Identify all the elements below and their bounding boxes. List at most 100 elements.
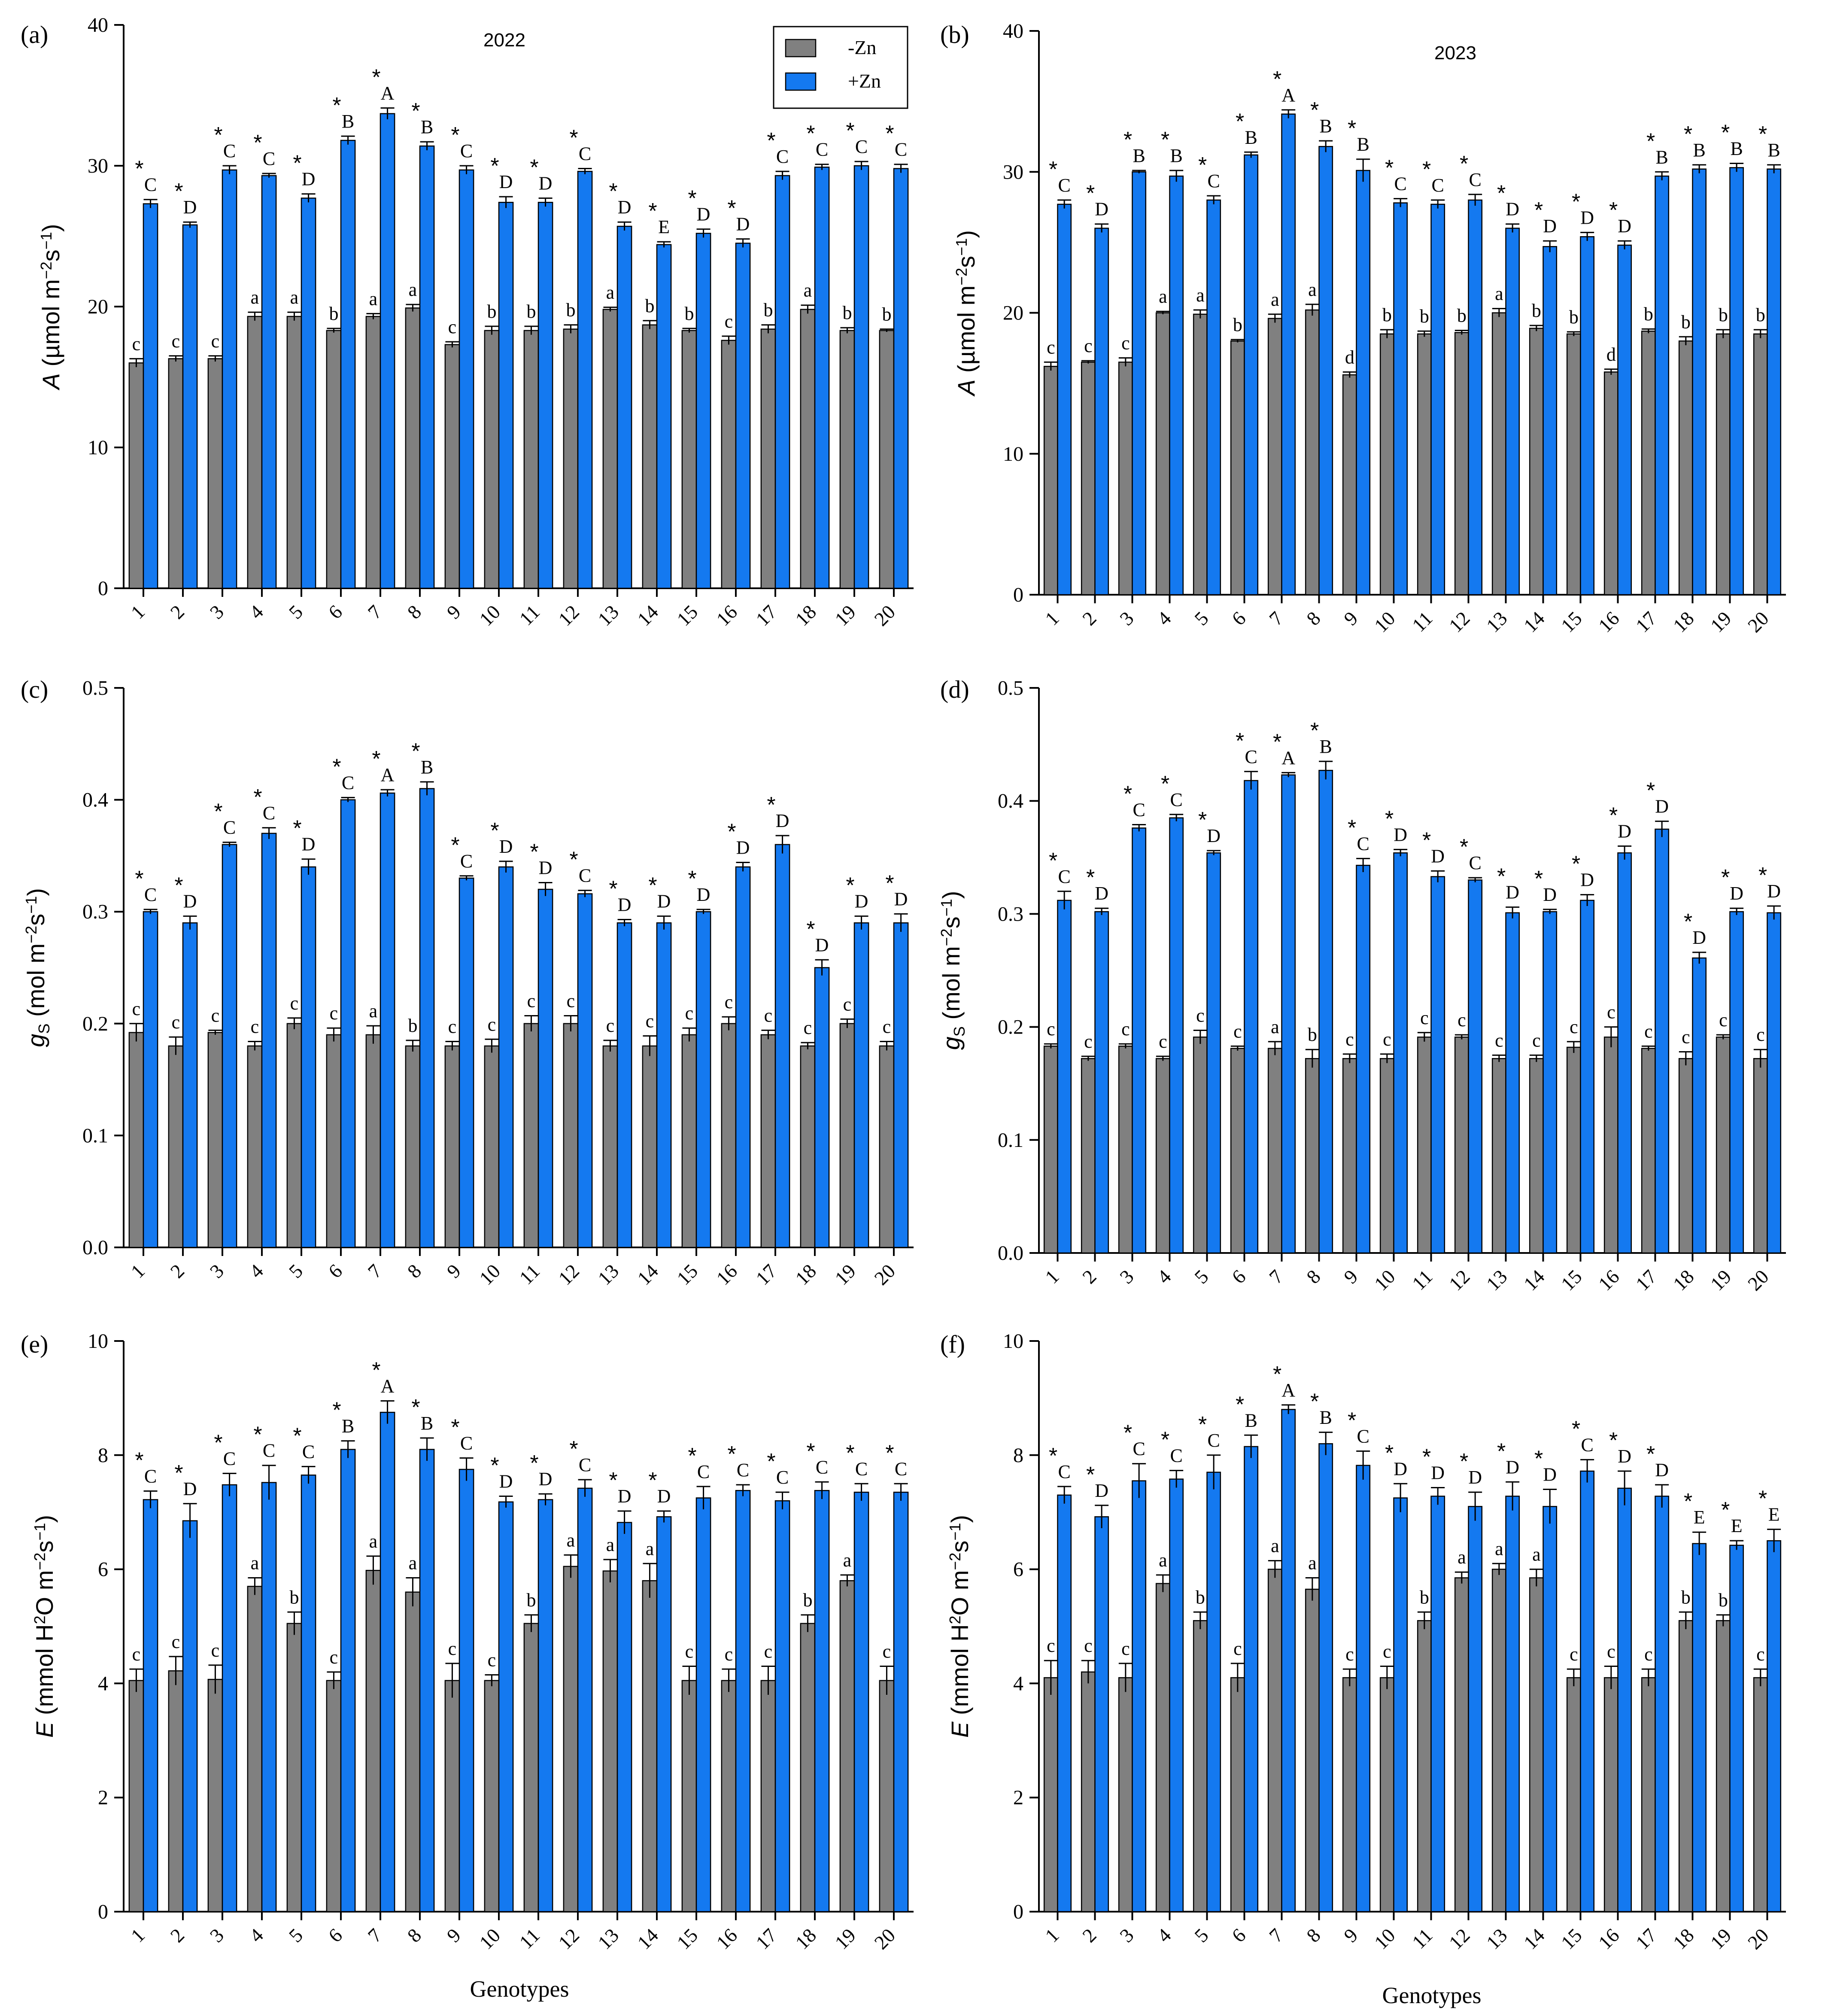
x-tick-label-b-17: 17 <box>1631 607 1661 637</box>
bar-minus-zn-d-20 <box>1753 1058 1768 1254</box>
sig-letter-f-15: c <box>1570 1644 1578 1665</box>
bar-minus-zn-b-18 <box>1678 340 1693 596</box>
sig-letter-a-5: D <box>302 169 316 190</box>
bar-minus-zn-f-1 <box>1043 1677 1058 1913</box>
x-tick-label-e-5: 5 <box>285 1924 307 1946</box>
bar-minus-zn-e-3 <box>207 1678 223 1913</box>
sig-letter-d-3: c <box>1121 1019 1130 1040</box>
x-tick-label-a-14: 14 <box>633 601 662 630</box>
sig-star-a-7: * <box>372 65 380 90</box>
bar-minus-zn-a-3 <box>207 358 223 589</box>
bar-minus-zn-c-2 <box>168 1045 184 1248</box>
bar-minus-zn-b-4 <box>1155 312 1170 596</box>
y-tick-label-e: 0 <box>98 1900 108 1923</box>
bar-minus-zn-e-15 <box>681 1680 697 1913</box>
x-tick-label-b-19: 19 <box>1706 607 1736 637</box>
sig-letter-f-7: A <box>1281 1380 1295 1401</box>
bar-plus-zn-d-15 <box>1580 900 1595 1254</box>
sig-star-c-3: * <box>214 800 222 824</box>
y-tick-label-c: 0.3 <box>82 900 108 923</box>
bar-minus-zn-e-11 <box>523 1623 539 1913</box>
bar-plus-zn-c-5 <box>301 866 316 1248</box>
sig-letter-b-1: c <box>1047 337 1055 358</box>
bar-plus-zn-e-7 <box>380 1411 395 1913</box>
sig-letter-b-7: a <box>1271 289 1279 310</box>
sig-letter-a-13: D <box>618 197 632 218</box>
sig-star-e-12: * <box>569 1437 578 1462</box>
sig-star-b-17: * <box>1646 129 1655 154</box>
bar-plus-zn-b-6 <box>1244 154 1259 596</box>
sig-letter-a-10: D <box>499 171 513 192</box>
bar-minus-zn-c-8 <box>405 1045 421 1248</box>
bar-plus-zn-b-3 <box>1132 171 1147 596</box>
bar-minus-zn-e-1 <box>128 1680 144 1913</box>
bar-minus-zn-e-19 <box>839 1580 855 1913</box>
sig-letter-a-7: a <box>369 288 378 309</box>
sig-letter-e-19: a <box>843 1550 852 1571</box>
bar-plus-zn-d-18 <box>1692 957 1707 1254</box>
x-tick-label-e-7: 7 <box>364 1924 386 1946</box>
bar-minus-zn-e-5 <box>286 1623 302 1913</box>
sig-star-c-14: * <box>648 873 657 898</box>
bar-minus-zn-e-8 <box>405 1591 421 1913</box>
sig-letter-f-5: C <box>1207 1430 1220 1451</box>
sig-letter-e-5: C <box>302 1441 315 1462</box>
x-tick-label-c-17: 17 <box>751 1260 781 1289</box>
sig-letter-e-17: C <box>776 1467 789 1488</box>
bar-plus-zn-c-2 <box>182 922 198 1248</box>
bar-minus-zn-d-11 <box>1417 1037 1432 1254</box>
sig-letter-d-18: D <box>1692 927 1706 948</box>
bar-minus-zn-c-13 <box>602 1045 618 1248</box>
sig-letter-b-13: D <box>1506 199 1519 220</box>
bar-minus-zn-a-14 <box>642 324 658 589</box>
sig-star-b-5: * <box>1198 153 1207 178</box>
x-tick-label-e-8: 8 <box>403 1924 425 1946</box>
x-tick-label-d-7: 7 <box>1265 1265 1287 1288</box>
sig-letter-c-9: C <box>460 851 473 872</box>
sig-letter-d-2: c <box>1084 1031 1093 1052</box>
sig-star-d-2: * <box>1086 865 1095 890</box>
sig-star-c-1: * <box>135 867 143 891</box>
y-tick-label-b: 30 <box>1003 161 1023 183</box>
bar-plus-zn-e-5 <box>301 1475 316 1913</box>
bar-minus-zn-a-20 <box>879 330 895 589</box>
bar-plus-zn-a-16 <box>735 243 751 589</box>
sig-letter-b-2: D <box>1095 199 1108 220</box>
sig-star-f-6: * <box>1236 1392 1244 1417</box>
bar-minus-zn-d-17 <box>1641 1048 1656 1254</box>
x-tick-label-b-8: 8 <box>1302 607 1324 629</box>
sig-star-e-1: * <box>135 1448 143 1473</box>
sig-letter-a-17: b <box>763 300 773 321</box>
sig-letter-c-1: c <box>132 998 141 1019</box>
bar-minus-zn-f-17 <box>1641 1677 1656 1913</box>
x-tick-label-a-2: 2 <box>166 601 188 623</box>
bar-minus-zn-b-9 <box>1342 374 1357 596</box>
x-tick-label-c-4: 4 <box>245 1260 267 1282</box>
bar-plus-zn-c-12 <box>577 893 593 1248</box>
bar-plus-zn-e-20 <box>893 1491 909 1913</box>
y-tick-label-e: 2 <box>98 1786 108 1809</box>
x-tick-label-e-9: 9 <box>443 1924 465 1946</box>
sig-letter-d-5: c <box>1196 1005 1205 1026</box>
bar-minus-zn-e-9 <box>444 1680 460 1913</box>
sig-letter-d-20: D <box>1767 881 1781 902</box>
x-tick-label-a-20: 20 <box>870 601 899 630</box>
sig-letter-c-3: C <box>223 817 236 838</box>
sig-star-e-19: * <box>846 1441 854 1466</box>
sig-star-b-13: * <box>1497 181 1506 206</box>
x-tick-label-c-14: 14 <box>633 1260 662 1289</box>
bar-plus-zn-b-2 <box>1094 228 1109 596</box>
x-tick-label-e-4: 4 <box>245 1924 267 1946</box>
sig-star-e-16: * <box>727 1442 736 1467</box>
bar-plus-zn-d-2 <box>1094 911 1109 1254</box>
sig-letter-f-10: D <box>1394 1458 1407 1479</box>
y-tick-label-c: 0.0 <box>82 1236 108 1259</box>
bar-plus-zn-e-17 <box>774 1500 790 1913</box>
bar-minus-zn-d-2 <box>1081 1058 1096 1254</box>
sig-star-e-11: * <box>530 1451 538 1476</box>
sig-letter-f-4: a <box>1159 1550 1167 1571</box>
sig-letter-b-3: c <box>1121 333 1130 354</box>
bar-minus-zn-e-18 <box>800 1623 816 1913</box>
sig-letter-f-8: B <box>1319 1407 1332 1428</box>
legend-swatch-plus-zn <box>785 72 817 91</box>
